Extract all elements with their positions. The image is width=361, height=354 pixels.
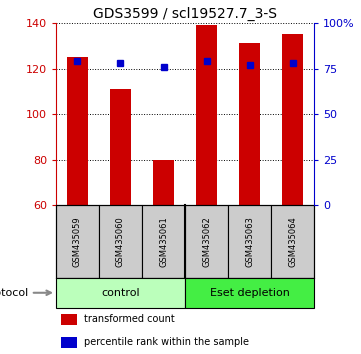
- Text: Eset depletion: Eset depletion: [210, 288, 290, 298]
- Bar: [56, 278, 185, 308]
- Bar: [239, 44, 260, 205]
- Text: GSM435060: GSM435060: [116, 216, 125, 267]
- Bar: [153, 160, 174, 205]
- Text: transformed count: transformed count: [84, 314, 175, 324]
- Bar: [196, 25, 217, 205]
- Bar: [185, 205, 228, 278]
- Bar: [61, 314, 77, 325]
- Text: GSM435062: GSM435062: [202, 216, 211, 267]
- Text: GSM435061: GSM435061: [159, 216, 168, 267]
- Text: GSM435064: GSM435064: [288, 216, 297, 267]
- Text: protocol: protocol: [0, 288, 51, 298]
- Bar: [99, 205, 142, 278]
- Text: percentile rank within the sample: percentile rank within the sample: [84, 337, 249, 347]
- Bar: [67, 57, 88, 205]
- Bar: [282, 34, 303, 205]
- Title: GDS3599 / scl19527.7_3-S: GDS3599 / scl19527.7_3-S: [93, 6, 277, 21]
- Bar: [228, 205, 271, 278]
- Bar: [61, 337, 77, 348]
- Bar: [142, 205, 185, 278]
- Bar: [271, 205, 314, 278]
- Bar: [185, 278, 314, 308]
- Text: GSM435059: GSM435059: [73, 216, 82, 267]
- Text: control: control: [101, 288, 140, 298]
- Text: GSM435063: GSM435063: [245, 216, 254, 267]
- Bar: [110, 89, 131, 205]
- Bar: [56, 205, 99, 278]
